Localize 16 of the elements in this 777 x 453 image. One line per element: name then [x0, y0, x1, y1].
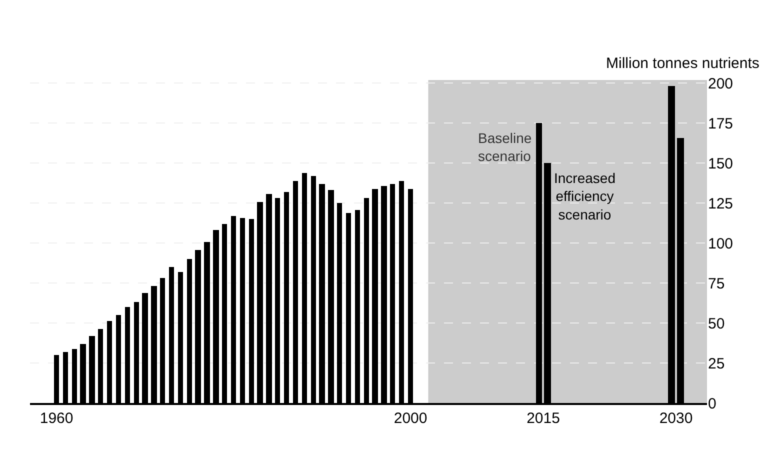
- y-tick-label: 75: [708, 275, 725, 292]
- y-tick-label: 50: [708, 315, 725, 332]
- y-tick-label: 125: [708, 195, 734, 212]
- y-axis-title: Million tonnes nutrients: [606, 55, 760, 72]
- x-tick-label: 2000: [394, 410, 428, 427]
- y-tick-label: 150: [708, 155, 734, 172]
- series-label: Increased efficiency scenario: [554, 170, 616, 222]
- y-tick-label: 100: [708, 235, 734, 252]
- x-tick-label: 2015: [526, 410, 560, 427]
- y-tick-label: 25: [708, 355, 725, 372]
- y-tick-label: 200: [708, 75, 734, 92]
- x-tick-label: 1960: [40, 410, 74, 427]
- series-label: Baseline scenario: [478, 130, 532, 164]
- x-tick-label: 2030: [659, 410, 693, 427]
- y-tick-label: 0: [708, 395, 716, 412]
- y-tick-label: 175: [708, 115, 734, 132]
